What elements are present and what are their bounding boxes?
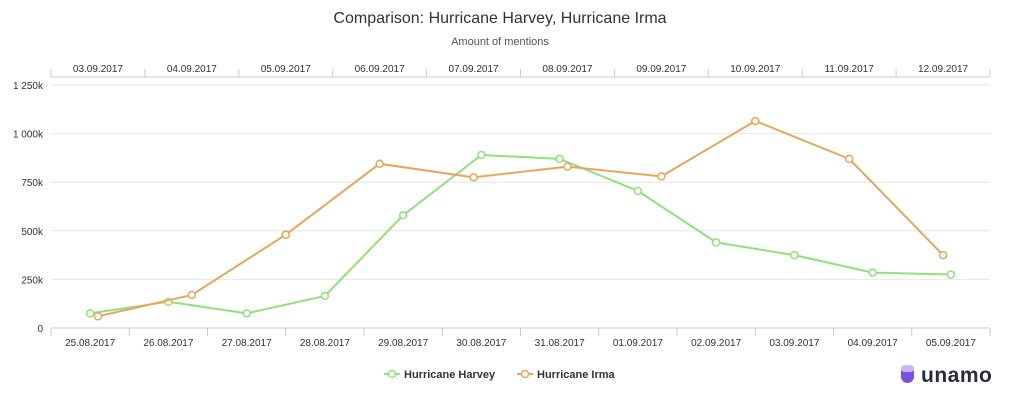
x-tick-label: 30.08.2017 (456, 338, 506, 349)
x-tick-label: 08.09.2017 (542, 64, 592, 75)
legend: Hurricane Harvey Hurricane Irma (384, 369, 616, 381)
unamo-logo-icon (901, 365, 914, 383)
data-point-irma[interactable] (469, 173, 478, 182)
x-tick-label: 04.09.2017 (848, 338, 898, 349)
x-tick-label: 10.09.2017 (730, 64, 780, 75)
legend-marker-irma (520, 369, 530, 379)
data-point-harvey[interactable] (790, 250, 799, 260)
y-tick-label: 750k (21, 178, 44, 189)
data-point-harvey[interactable] (946, 270, 956, 279)
x-tick-label: 28.08.2017 (300, 338, 350, 349)
legend-item-irma[interactable]: Hurricane Irma (517, 369, 616, 381)
series-line-irma (97, 119, 944, 318)
y-tick-label: 500k (21, 227, 44, 238)
legend-item-harvey[interactable]: Hurricane Harvey (384, 369, 496, 381)
y-tick-label: 1 250k (13, 81, 44, 92)
data-point-irma[interactable] (187, 290, 197, 300)
series-layer (85, 116, 956, 321)
x-tick-label: 09.09.2017 (636, 64, 686, 75)
data-point-irma[interactable] (844, 154, 854, 164)
x-tick-label: 04.09.2017 (167, 64, 217, 75)
data-point-irma[interactable] (938, 250, 948, 260)
x-tick-label: 02.09.2017 (691, 338, 741, 349)
x-tick-label: 03.09.2017 (769, 338, 819, 349)
series-line-harvey (89, 153, 951, 315)
data-point-harvey[interactable] (398, 210, 408, 220)
data-point-irma[interactable] (375, 159, 384, 168)
x-tick-label: 12.09.2017 (918, 64, 968, 75)
data-point-harvey[interactable] (85, 309, 95, 318)
data-point-harvey[interactable] (868, 268, 877, 277)
y-tick-label: 250k (21, 275, 44, 286)
x-tick-label: 25.08.2017 (65, 338, 115, 349)
x-tick-label: 05.09.2017 (261, 64, 311, 75)
data-point-harvey[interactable] (711, 238, 721, 247)
x-tick-label: 11.09.2017 (824, 64, 874, 75)
data-point-irma[interactable] (751, 116, 760, 126)
data-point-harvey[interactable] (242, 309, 251, 318)
data-point-irma[interactable] (657, 172, 666, 181)
y-axis: 0 250k 500k 750k 1 000k 1 250k (13, 81, 44, 335)
x-tick-label: 07.09.2017 (449, 64, 499, 75)
brand-logo: unamo (901, 364, 992, 387)
x-tick-label: 27.08.2017 (222, 338, 272, 349)
x-tick-label: 26.08.2017 (143, 338, 193, 349)
legend-label-irma: Hurricane Irma (537, 369, 616, 381)
x-tick-label: 29.08.2017 (378, 338, 428, 349)
x-tick-label: 31.08.2017 (535, 338, 585, 349)
data-point-harvey[interactable] (477, 150, 486, 160)
x-tick-label: 03.09.2017 (73, 64, 123, 75)
brand-name: unamo (921, 364, 992, 387)
y-tick-label: 0 (37, 324, 43, 335)
legend-label-harvey: Hurricane Harvey (404, 369, 496, 381)
data-point-harvey[interactable] (555, 154, 564, 164)
data-point-irma[interactable] (563, 162, 572, 171)
data-point-irma[interactable] (93, 312, 103, 321)
y-tick-label: 1 000k (13, 130, 44, 141)
chart-subtitle: Amount of mentions (451, 36, 549, 48)
x-axis-bottom: 25.08.2017 26.08.2017 27.08.2017 28.08.2017… (50, 328, 991, 349)
x-axis-top: 03.09.2017 04.09.2017 05.09.2017 06.09.2017… (50, 64, 991, 78)
data-point-harvey[interactable] (320, 291, 330, 301)
chart-title: Comparison: Hurricane Harvey, Hurricane … (333, 10, 666, 27)
x-tick-label: 05.09.2017 (926, 338, 976, 349)
data-point-harvey[interactable] (633, 186, 643, 196)
legend-marker-harvey (387, 369, 397, 379)
data-point-irma[interactable] (281, 230, 290, 239)
x-tick-label: 01.09.2017 (613, 338, 663, 349)
x-tick-label: 06.09.2017 (355, 64, 405, 75)
